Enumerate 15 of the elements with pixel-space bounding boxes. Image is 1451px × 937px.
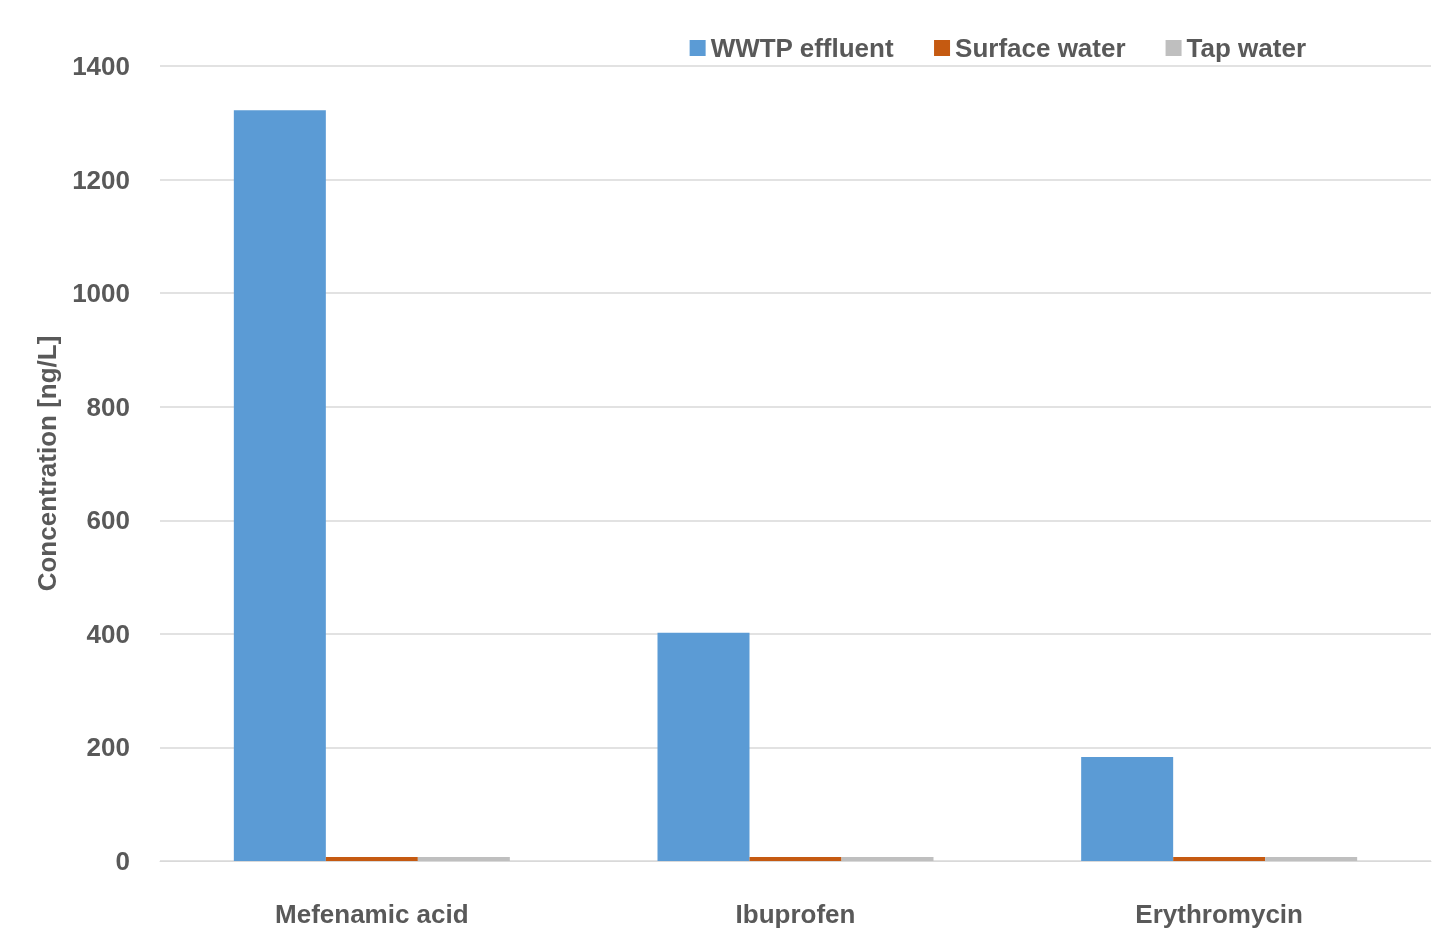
y-tick-label: 200: [86, 732, 130, 763]
y-tick-label: 0: [115, 846, 130, 876]
x-tick-label: Mefenamic acid: [275, 899, 469, 929]
y-tick-label: 600: [86, 505, 130, 536]
x-tick-label: Erythromycin: [1135, 899, 1303, 929]
x-tick-label: Ibuprofen: [735, 899, 856, 929]
legend-label: Tap water: [1186, 33, 1306, 63]
y-tick-label: 1400: [72, 51, 130, 81]
y-tick-label: 400: [86, 618, 130, 649]
legend-label: WWTP effluent: [710, 33, 894, 63]
y-tick-label: 1200: [72, 164, 130, 195]
y-axis-title: Concentration [ng/L]: [32, 335, 62, 592]
y-tick-label: 1000: [72, 278, 130, 309]
y-tick-label: 800: [86, 391, 130, 422]
legend-label: Surface water: [955, 33, 1126, 63]
